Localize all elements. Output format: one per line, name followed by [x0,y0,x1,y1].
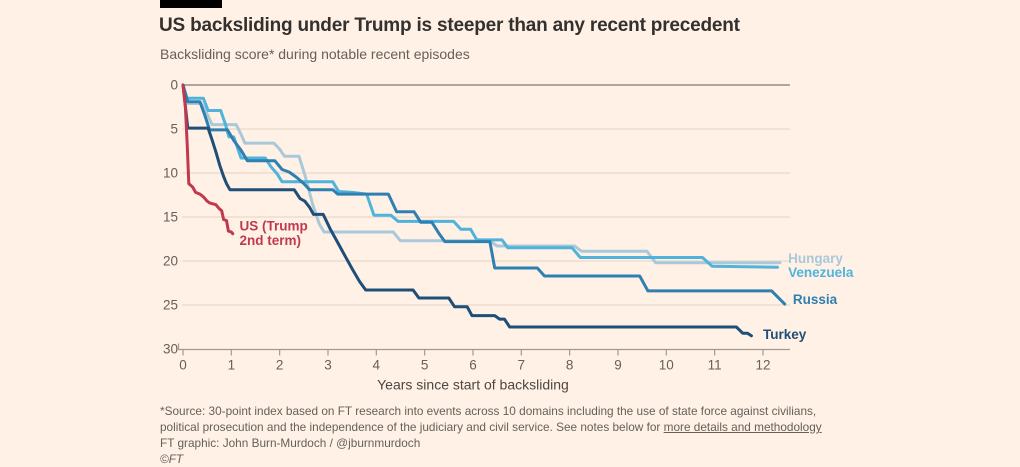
x-tick-label: 4 [373,358,381,373]
x-tick-label: 10 [659,358,674,373]
series-label-us-trump-2nd-term-: US (Trump [240,218,308,233]
chart-subtitle: Backsliding score* during notable recent… [160,46,470,62]
x-tick-label: 11 [708,358,722,373]
x-axis-title: Years since start of backsliding [377,377,569,393]
x-tick-label: 8 [566,358,574,373]
y-tick-label: 25 [163,298,178,313]
y-tick-label: 5 [170,122,178,137]
x-tick-label: 0 [179,358,187,373]
x-tick-label: 6 [469,358,477,373]
ft-top-bar [160,0,222,8]
x-tick-label: 5 [421,358,429,373]
x-tick-label: 9 [614,358,622,373]
ft-copyright: ©FT [160,452,184,466]
chart-footer: *Source: 30-point index based on FT rese… [160,403,860,467]
series-line-hungary [181,83,782,265]
x-tick-label: 2 [276,358,284,373]
series-line-venezuela [181,83,779,269]
x-tick-label: 7 [518,358,526,373]
y-tick-label: 20 [163,254,178,269]
series-label-russia: Russia [793,292,838,307]
y-tick-label: 10 [163,166,178,181]
x-tick-label: 3 [324,358,332,373]
y-tick-label: 15 [163,210,178,225]
source-note-line1: *Source: 30-point index based on FT rese… [160,404,817,418]
y-tick-label: 0 [170,78,178,93]
series-label-venezuela: Venezuela [788,265,854,280]
source-note-line2: political prosecution and the independen… [160,420,822,434]
series-line-russia [181,83,787,306]
series-line-turkey [181,83,753,338]
series-line-us-trump-2nd-term- [181,83,235,236]
series-label-us-trump-2nd-term-: 2nd term) [240,233,302,248]
chart-title: US backsliding under Trump is steeper th… [159,15,740,36]
x-tick-label: 12 [755,358,770,373]
methodology-link[interactable]: more details and methodology [663,420,822,434]
y-tick-label: 30 [163,342,178,357]
series-label-turkey: Turkey [763,327,807,342]
series-label-hungary: Hungary [788,251,843,266]
graphic-credit: FT graphic: John Burn-Murdoch / @jburnmu… [160,436,421,450]
x-tick-label: 1 [228,358,236,373]
